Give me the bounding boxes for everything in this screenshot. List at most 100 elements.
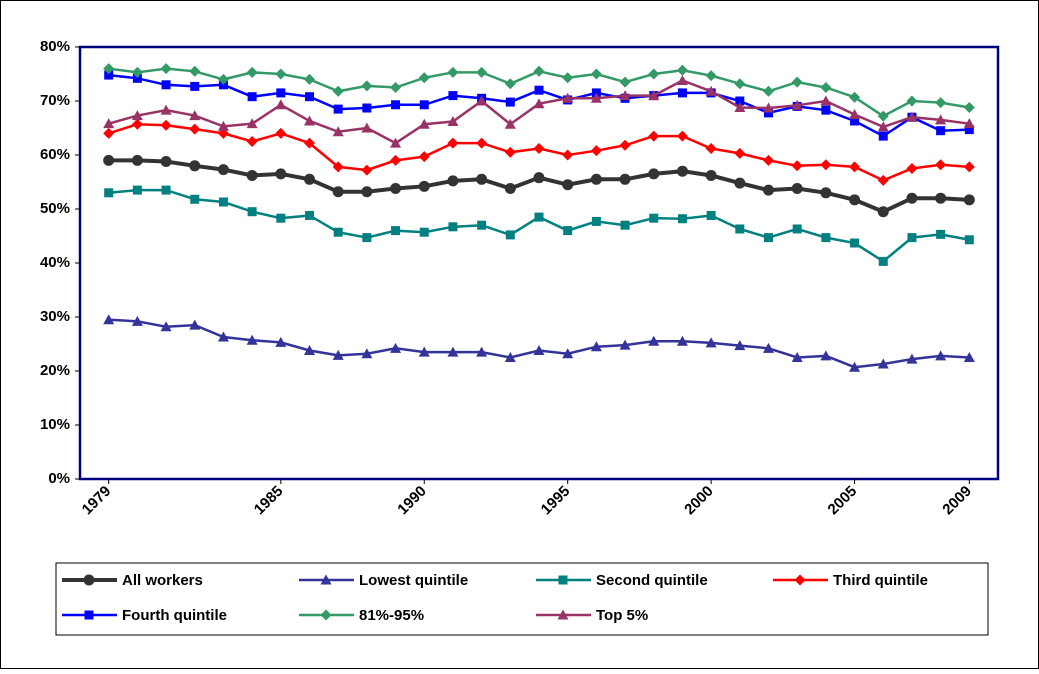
marker — [275, 68, 287, 80]
marker — [648, 335, 660, 346]
marker — [161, 80, 171, 90]
marker — [217, 127, 229, 139]
marker — [878, 256, 888, 266]
marker — [160, 63, 172, 75]
marker — [362, 103, 372, 113]
marker — [362, 233, 372, 243]
marker — [850, 238, 860, 248]
marker — [648, 90, 660, 101]
marker — [763, 154, 774, 166]
marker — [963, 101, 975, 113]
marker — [619, 173, 631, 185]
marker — [764, 233, 773, 243]
marker — [849, 91, 861, 103]
marker — [706, 210, 716, 220]
marker — [476, 66, 488, 78]
marker — [504, 118, 516, 129]
marker — [160, 119, 172, 131]
marker — [563, 226, 573, 236]
marker — [275, 168, 287, 180]
marker — [963, 352, 975, 362]
marker — [447, 66, 459, 78]
marker — [935, 192, 947, 204]
marker — [590, 341, 602, 352]
marker — [305, 210, 314, 220]
marker — [791, 352, 803, 362]
marker — [305, 92, 314, 102]
marker — [963, 118, 975, 129]
marker — [189, 65, 201, 77]
marker — [217, 164, 229, 176]
marker — [390, 137, 402, 148]
legend-label: Lowest quintile — [359, 572, 468, 589]
marker — [476, 95, 488, 106]
y-tick-label: 40% — [40, 254, 70, 271]
marker — [821, 105, 831, 115]
marker — [906, 163, 918, 174]
marker — [705, 70, 717, 82]
marker — [504, 182, 516, 194]
y-tick-label: 70% — [40, 92, 70, 109]
marker — [390, 182, 402, 194]
marker — [734, 147, 746, 159]
marker — [821, 233, 831, 243]
marker — [562, 348, 574, 359]
marker — [734, 177, 746, 189]
marker — [418, 72, 430, 84]
marker — [935, 97, 947, 109]
marker — [505, 97, 515, 107]
marker — [275, 336, 287, 347]
marker — [677, 214, 687, 224]
marker — [677, 88, 687, 98]
marker — [935, 114, 947, 125]
marker — [935, 159, 947, 171]
marker — [676, 130, 688, 142]
marker — [877, 121, 889, 132]
marker — [131, 154, 143, 166]
marker — [676, 74, 688, 85]
marker — [320, 574, 332, 585]
marker — [304, 173, 315, 185]
marker — [304, 73, 315, 85]
marker — [217, 73, 229, 85]
marker — [764, 108, 773, 118]
legend-label: 81%-95% — [359, 607, 424, 624]
marker — [160, 321, 172, 332]
marker — [390, 154, 402, 166]
marker — [448, 91, 458, 101]
marker — [189, 319, 201, 330]
marker — [276, 88, 286, 98]
marker — [217, 331, 229, 342]
marker — [558, 575, 568, 585]
marker — [419, 227, 429, 237]
y-tick-label: 50% — [40, 200, 70, 217]
marker — [590, 92, 602, 103]
y-tick-label: 60% — [40, 146, 70, 163]
marker — [791, 76, 803, 88]
marker — [734, 340, 746, 351]
y-tick-label: 80% — [40, 38, 70, 55]
marker — [247, 207, 257, 217]
marker — [877, 174, 889, 186]
marker — [246, 66, 258, 78]
marker — [763, 102, 774, 113]
marker — [476, 173, 488, 185]
marker — [246, 118, 258, 129]
marker — [131, 110, 143, 121]
marker — [734, 101, 746, 112]
marker — [131, 118, 143, 130]
marker — [476, 137, 488, 149]
marker — [447, 137, 459, 149]
marker — [103, 314, 115, 325]
marker — [533, 172, 545, 184]
marker — [820, 350, 832, 361]
marker — [190, 81, 200, 91]
marker — [794, 574, 806, 586]
marker — [935, 350, 947, 361]
marker — [447, 116, 459, 127]
marker — [734, 78, 746, 90]
marker — [907, 233, 917, 243]
marker — [332, 349, 344, 360]
legend-label: Fourth quintile — [122, 607, 227, 624]
